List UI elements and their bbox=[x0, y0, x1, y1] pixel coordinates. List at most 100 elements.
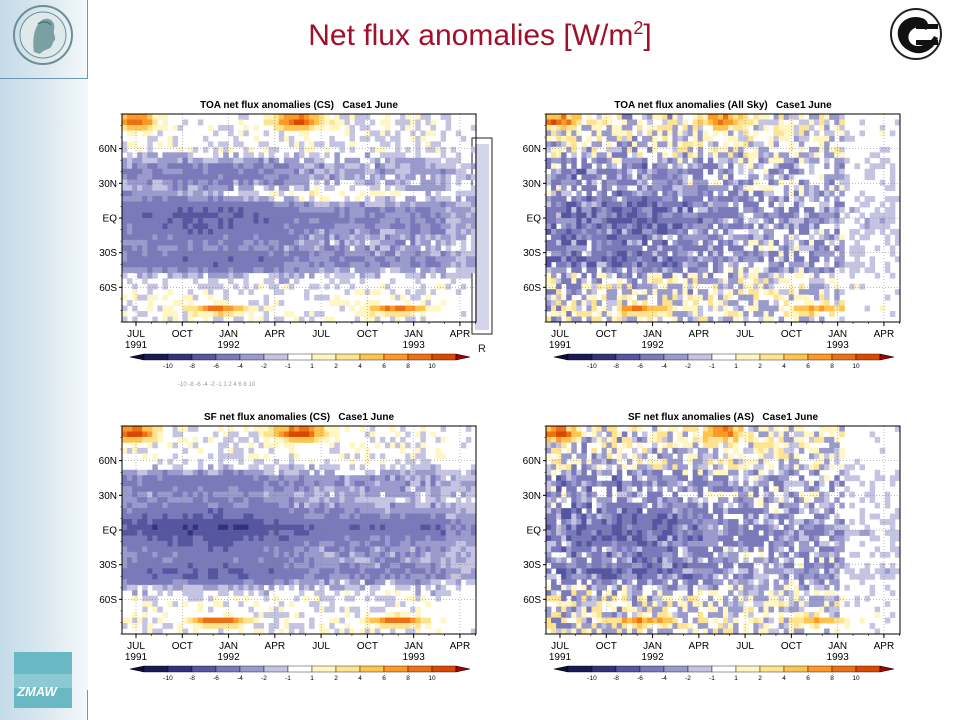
heatmap-cell bbox=[415, 294, 421, 301]
heatmap-cell bbox=[687, 278, 694, 285]
heatmap-cell bbox=[263, 568, 270, 575]
heatmap-cell bbox=[228, 311, 234, 317]
heatmap-cell bbox=[162, 573, 168, 580]
heatmap-cell bbox=[192, 185, 199, 192]
heatmap-cell bbox=[616, 146, 623, 153]
heatmap-cell bbox=[278, 524, 285, 531]
y-tick-label: EQ bbox=[527, 214, 542, 225]
heatmap-cell bbox=[187, 157, 194, 164]
heatmap-cell bbox=[445, 185, 452, 192]
heatmap-cell bbox=[263, 305, 270, 312]
heatmap-cell bbox=[299, 196, 305, 202]
heatmap-cell bbox=[717, 250, 724, 257]
heatmap-cell bbox=[768, 228, 774, 235]
heatmap-cell bbox=[238, 179, 244, 186]
heatmap-cell bbox=[566, 130, 572, 137]
heatmap-cell bbox=[218, 469, 224, 476]
heatmap-cell bbox=[793, 185, 800, 192]
heatmap-cell bbox=[783, 124, 790, 131]
heatmap-cell bbox=[546, 267, 552, 274]
heatmap-cell bbox=[223, 179, 229, 186]
heatmap-cell bbox=[233, 573, 239, 580]
heatmap-cell bbox=[379, 218, 386, 224]
heatmap-cell bbox=[551, 300, 557, 306]
heatmap-cell bbox=[233, 551, 239, 558]
heatmap-cell bbox=[616, 294, 623, 301]
heatmap-cell bbox=[692, 119, 699, 126]
heatmap-cell bbox=[263, 185, 270, 192]
heatmap-cell bbox=[712, 146, 719, 153]
heatmap-cell bbox=[157, 540, 163, 547]
heatmap-cell bbox=[162, 535, 168, 542]
heatmap-cell bbox=[233, 469, 239, 476]
colorbar-label: 1 bbox=[310, 363, 314, 370]
heatmap-cell bbox=[591, 196, 597, 202]
heatmap-cell bbox=[127, 562, 133, 569]
heatmap-cell bbox=[233, 250, 239, 257]
heatmap-cell bbox=[248, 289, 254, 296]
heatmap-cell bbox=[228, 535, 234, 542]
heatmap-cell bbox=[894, 119, 901, 126]
heatmap-cell bbox=[637, 250, 643, 257]
heatmap-cell bbox=[233, 590, 239, 597]
heatmap-cell bbox=[218, 283, 224, 290]
heatmap-cell bbox=[248, 218, 254, 224]
heatmap-cell bbox=[157, 606, 163, 613]
heatmap-cell bbox=[197, 228, 204, 235]
heatmap-cell bbox=[283, 119, 290, 126]
heatmap-cell bbox=[334, 234, 340, 241]
heatmap-cell bbox=[122, 261, 128, 268]
heatmap-cell bbox=[571, 234, 577, 241]
heatmap-cell bbox=[192, 546, 199, 553]
heatmap-cell bbox=[763, 157, 769, 164]
heatmap-cell bbox=[455, 168, 462, 175]
heatmap-cell bbox=[571, 152, 577, 159]
heatmap-cell bbox=[788, 245, 795, 252]
heatmap-cell bbox=[662, 311, 668, 317]
colorbar-label: 10 bbox=[852, 363, 860, 370]
heatmap-cell bbox=[626, 311, 633, 317]
heatmap-cell bbox=[697, 146, 704, 153]
heatmap-cell bbox=[824, 245, 830, 252]
heatmap-cell bbox=[162, 228, 168, 235]
colorbar-swatch bbox=[335, 353, 361, 361]
heatmap-cell bbox=[647, 272, 653, 279]
heatmap-cell bbox=[586, 218, 592, 224]
heatmap-cell bbox=[344, 196, 350, 202]
heatmap-cell bbox=[172, 168, 179, 175]
heatmap-cell bbox=[228, 124, 234, 131]
heatmap-cell bbox=[819, 289, 825, 296]
heatmap-cell bbox=[288, 283, 295, 290]
heatmap-cell bbox=[662, 163, 668, 170]
heatmap-cell bbox=[223, 573, 229, 580]
heatmap-cell bbox=[167, 185, 173, 192]
heatmap-cell bbox=[283, 223, 290, 230]
heatmap-cell bbox=[349, 124, 356, 131]
heatmap-cell bbox=[213, 546, 219, 553]
heatmap-cell bbox=[581, 283, 587, 290]
heatmap-cell bbox=[717, 316, 724, 323]
heatmap-cell bbox=[127, 480, 133, 487]
heatmap-cell bbox=[299, 174, 305, 181]
heatmap-cell bbox=[743, 234, 749, 241]
heatmap-cell bbox=[546, 179, 552, 186]
heatmap-cell bbox=[314, 185, 320, 192]
heatmap-cell bbox=[283, 157, 290, 164]
heatmap-cell bbox=[213, 163, 219, 170]
heatmap-cell bbox=[152, 628, 158, 635]
heatmap-cell bbox=[182, 540, 189, 547]
heatmap-cell bbox=[359, 278, 366, 285]
heatmap-cell bbox=[278, 300, 285, 306]
heatmap-cell bbox=[364, 124, 371, 131]
heatmap-cell bbox=[334, 294, 340, 301]
heatmap-cell bbox=[687, 272, 694, 279]
heatmap-cell bbox=[652, 130, 658, 137]
heatmap-cell bbox=[460, 207, 467, 213]
heatmap-cell bbox=[798, 305, 805, 312]
heatmap-cell bbox=[172, 513, 179, 520]
heatmap-cell bbox=[844, 157, 850, 164]
heatmap-cell bbox=[798, 316, 805, 323]
heatmap-cell bbox=[228, 261, 234, 268]
heatmap-cell bbox=[738, 114, 744, 120]
heatmap-cell bbox=[561, 152, 567, 159]
